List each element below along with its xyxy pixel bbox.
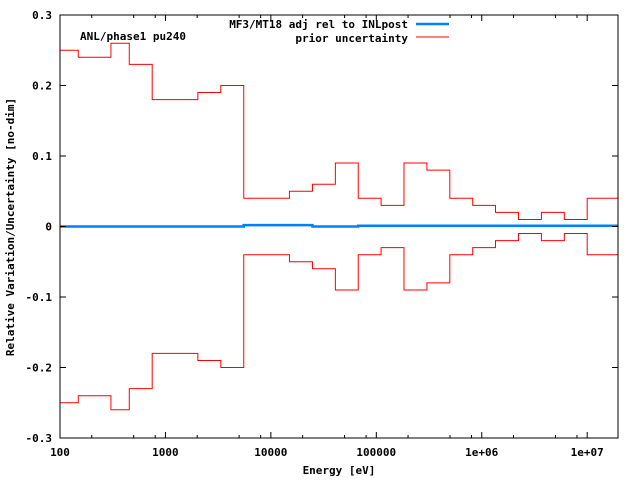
y-tick-label: 0.3 xyxy=(32,9,52,22)
x-tick-label: 10000 xyxy=(254,446,287,459)
series-layer xyxy=(60,42,618,411)
legend-label-0: MF3/MT18 adj rel to INLpost xyxy=(229,18,408,31)
prior-uncertainty-upper-line xyxy=(60,42,618,220)
x-tick-label: 100000 xyxy=(356,446,396,459)
chart-annotation: ANL/phase1 pu240 xyxy=(80,30,186,43)
y-tick-label: 0.2 xyxy=(32,80,52,93)
y-tick-label: 0 xyxy=(45,221,52,234)
x-tick-label: 1e+06 xyxy=(465,446,498,459)
ticks-layer: -0.3 -0.2 -0.1 0 0.1 0.2 0.3 100 1000 10000 100000… xyxy=(26,9,618,459)
x-tick-label: 1e+07 xyxy=(571,446,604,459)
y-axis-label: Relative Variation/Uncertainty [no-dim] xyxy=(4,98,17,356)
x-tick-label: 100 xyxy=(50,446,70,459)
y-tick-label: 0.1 xyxy=(32,150,52,163)
y-tick-label: -0.3 xyxy=(26,432,53,445)
y-tick-label: -0.1 xyxy=(26,291,53,304)
prior-uncertainty-lower-line xyxy=(60,233,618,411)
x-axis-label: Energy [eV] xyxy=(303,464,376,477)
legend-label-1: prior uncertainty xyxy=(295,32,408,45)
y-tick-label: -0.2 xyxy=(26,362,53,375)
x-tick-label: 1000 xyxy=(152,446,179,459)
adjustment-line xyxy=(60,223,618,228)
